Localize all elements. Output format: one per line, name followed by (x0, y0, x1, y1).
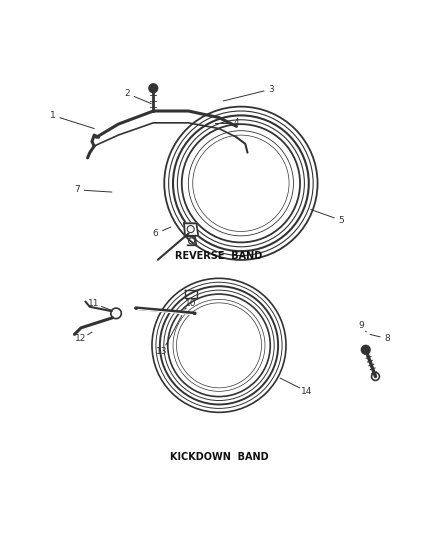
Text: REVERSE  BAND: REVERSE BAND (175, 251, 263, 261)
Text: 4: 4 (234, 118, 239, 127)
Text: 1: 1 (49, 111, 56, 120)
Circle shape (149, 84, 158, 93)
Text: 8: 8 (385, 334, 391, 343)
Polygon shape (184, 223, 198, 236)
Text: 7: 7 (74, 185, 80, 195)
Text: 5: 5 (339, 216, 345, 225)
Text: 6: 6 (152, 229, 159, 238)
Text: 13: 13 (156, 348, 168, 357)
Text: 12: 12 (75, 334, 87, 343)
Text: 9: 9 (358, 321, 364, 330)
Circle shape (361, 345, 370, 354)
Text: KICKDOWN  BAND: KICKDOWN BAND (170, 452, 268, 462)
Text: 11: 11 (88, 299, 100, 308)
Text: 2: 2 (124, 89, 130, 98)
Text: 3: 3 (268, 85, 275, 94)
Text: 10: 10 (185, 299, 196, 308)
Text: 14: 14 (301, 387, 312, 396)
